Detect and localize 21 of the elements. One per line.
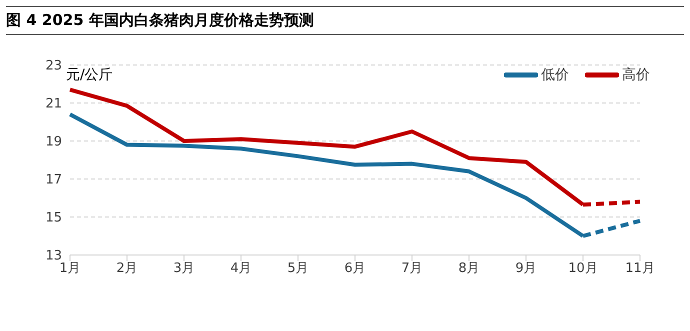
x-tick-label: 7月 xyxy=(401,261,423,276)
y-tick-label: 23 xyxy=(45,58,62,74)
x-tick-label: 2月 xyxy=(116,261,138,276)
legend-label: 低价 xyxy=(541,66,569,84)
x-tick-label: 4月 xyxy=(230,261,252,276)
y-tick-label: 15 xyxy=(45,210,62,226)
x-tick-label: 9月 xyxy=(515,261,537,276)
legend-label: 高价 xyxy=(622,66,650,84)
x-tick-label: 1月 xyxy=(59,261,81,276)
y-tick-label: 13 xyxy=(45,248,62,264)
chart-title: 图 4 2025 年国内白条猪肉月度价格走势预测 xyxy=(6,6,684,35)
x-tick-label: 6月 xyxy=(344,261,366,276)
y-tick-label: 21 xyxy=(45,96,62,112)
x-tick-label: 8月 xyxy=(458,261,480,276)
x-tick-label: 11月 xyxy=(625,261,655,276)
x-tick-label: 3月 xyxy=(173,261,195,276)
y-axis-title: 元/公斤 xyxy=(66,66,113,84)
x-tick-label: 10月 xyxy=(568,261,598,276)
y-tick-label: 19 xyxy=(45,134,62,150)
y-tick-label: 17 xyxy=(45,172,62,188)
x-tick-label: 5月 xyxy=(287,261,309,276)
